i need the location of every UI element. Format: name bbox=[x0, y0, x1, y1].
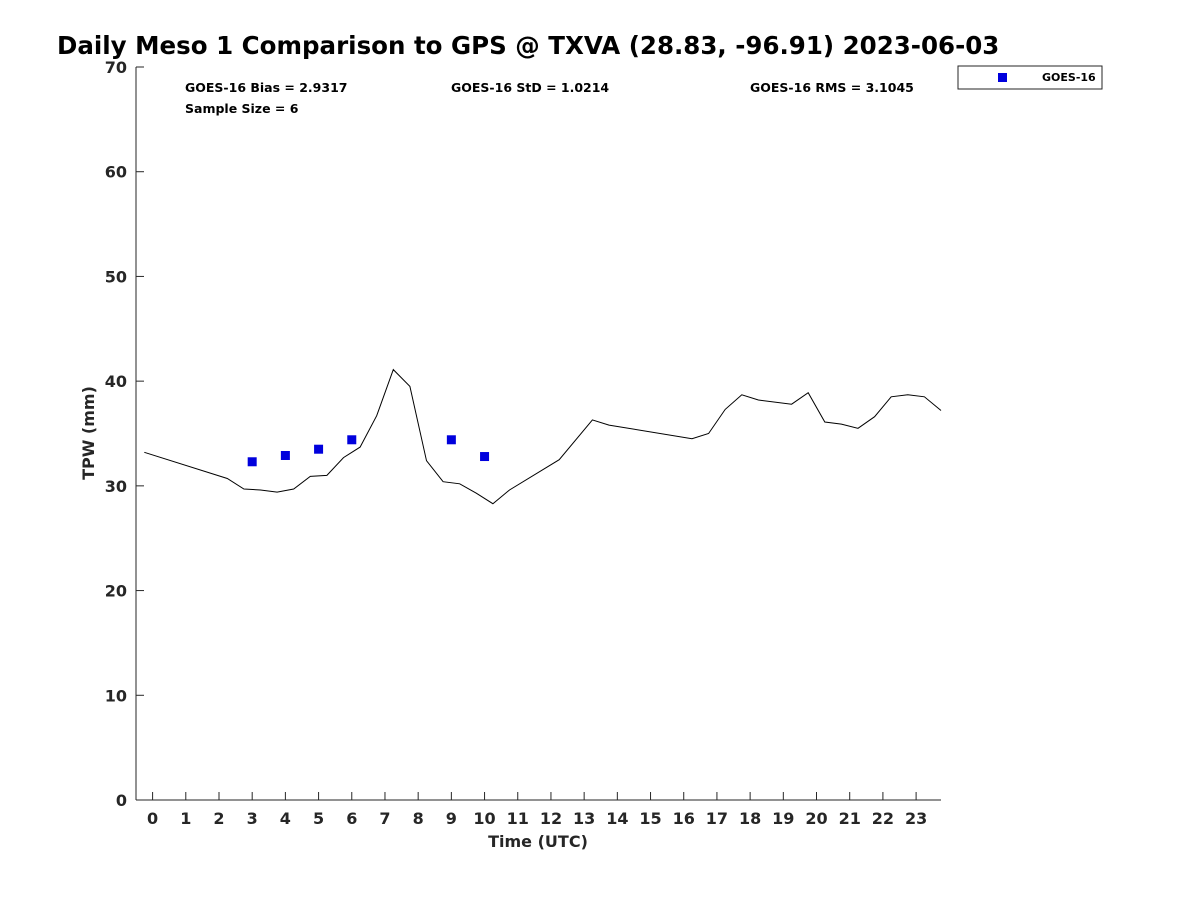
x-tick-label: 19 bbox=[772, 809, 794, 828]
x-tick-label: 0 bbox=[147, 809, 158, 828]
y-tick-label: 20 bbox=[105, 582, 127, 601]
axes bbox=[135, 67, 941, 801]
x-tick-label: 11 bbox=[507, 809, 529, 828]
chart-title: Daily Meso 1 Comparison to GPS @ TXVA (2… bbox=[57, 31, 999, 60]
goes16-point bbox=[314, 444, 324, 454]
std-annotation: GOES-16 StD = 1.0214 bbox=[451, 80, 609, 95]
y-ticks: 0 10 20 30 40 50 60 70 bbox=[105, 58, 144, 810]
x-axis-label: Time (UTC) bbox=[488, 832, 588, 851]
sample-size-annotation: Sample Size = 6 bbox=[185, 101, 299, 116]
x-tick-label: 16 bbox=[673, 809, 695, 828]
x-ticks: 0 1 2 3 4 5 6 7 8 9 10 11 12 13 14 15 16 17 18 19 20 21 22 23 bbox=[147, 792, 927, 828]
goes16-point bbox=[247, 457, 257, 467]
x-tick-label: 21 bbox=[839, 809, 861, 828]
y-tick-label: 70 bbox=[105, 58, 127, 77]
x-tick-label: 6 bbox=[346, 809, 357, 828]
legend-label: GOES-16 bbox=[1042, 71, 1096, 84]
y-tick-label: 60 bbox=[105, 163, 127, 182]
x-tick-label: 23 bbox=[905, 809, 927, 828]
bias-annotation: GOES-16 Bias = 2.9317 bbox=[185, 80, 347, 95]
x-tick-label: 5 bbox=[313, 809, 324, 828]
y-axis-label: TPW (mm) bbox=[79, 386, 98, 480]
x-tick-label: 15 bbox=[639, 809, 661, 828]
x-tick-label: 7 bbox=[379, 809, 390, 828]
x-tick-label: 10 bbox=[473, 809, 495, 828]
x-tick-label: 2 bbox=[213, 809, 224, 828]
x-tick-label: 20 bbox=[805, 809, 827, 828]
goes16-point bbox=[347, 435, 357, 445]
y-tick-label: 50 bbox=[105, 267, 127, 286]
legend-box bbox=[957, 65, 1103, 90]
x-tick-label: 1 bbox=[180, 809, 191, 828]
x-tick-label: 4 bbox=[280, 809, 291, 828]
x-tick-label: 13 bbox=[573, 809, 595, 828]
legend: GOES-16 bbox=[957, 65, 1103, 90]
x-tick-label: 8 bbox=[413, 809, 424, 828]
gps-series-line bbox=[144, 368, 942, 505]
rms-annotation: GOES-16 RMS = 3.1045 bbox=[750, 80, 914, 95]
x-tick-label: 3 bbox=[247, 809, 258, 828]
y-tick-label: 10 bbox=[105, 686, 127, 705]
series-layer bbox=[144, 368, 942, 505]
y-tick-label: 0 bbox=[116, 791, 127, 810]
goes16-point bbox=[280, 450, 290, 460]
x-tick-label: 17 bbox=[706, 809, 728, 828]
legend-marker bbox=[998, 73, 1007, 82]
goes16-point bbox=[446, 435, 456, 445]
y-tick-label: 30 bbox=[105, 477, 127, 496]
goes16-point bbox=[480, 452, 490, 462]
x-tick-label: 9 bbox=[446, 809, 457, 828]
x-tick-label: 18 bbox=[739, 809, 761, 828]
x-tick-label: 22 bbox=[872, 809, 894, 828]
x-tick-label: 12 bbox=[540, 809, 562, 828]
x-tick-label: 14 bbox=[606, 809, 628, 828]
y-tick-label: 40 bbox=[105, 372, 127, 391]
